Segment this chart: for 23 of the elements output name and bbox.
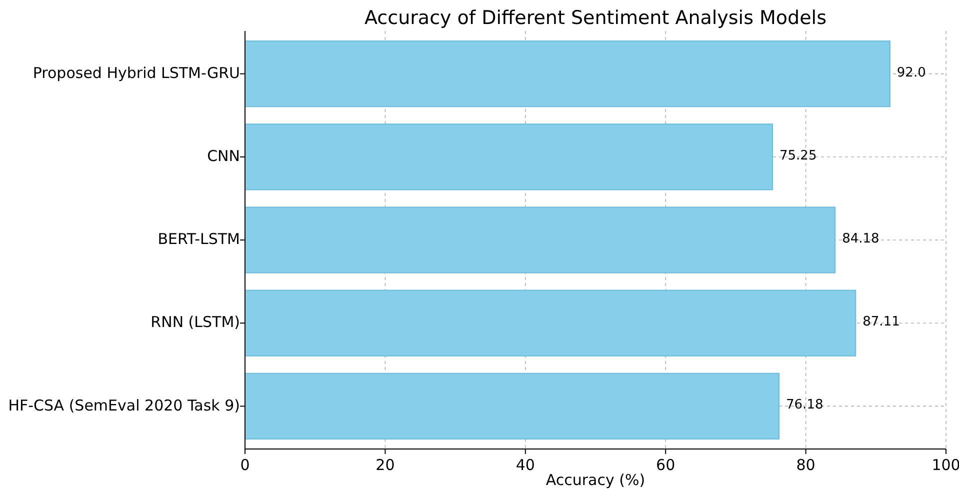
data-label: 92.0 xyxy=(896,65,926,80)
x-axis-title: Accuracy (%) xyxy=(546,471,646,489)
bar xyxy=(244,124,774,190)
x-tick-label: 80 xyxy=(796,456,816,474)
x-tick-label: 0 xyxy=(240,456,250,474)
data-label: 75.25 xyxy=(780,148,817,164)
x-tick-label: 20 xyxy=(376,456,395,474)
bar xyxy=(244,290,856,356)
y-tick-label: BERT-LSTM xyxy=(158,230,240,248)
bar xyxy=(244,40,890,108)
data-label: 84.18 xyxy=(842,232,880,247)
bar xyxy=(244,372,780,440)
x-tick-label: 100 xyxy=(932,456,959,474)
y-tick-label: RNN (LSTM) xyxy=(150,313,240,332)
bar xyxy=(244,206,836,274)
y-tick-label: HF-CSA (SemEval 2020 Task 9) xyxy=(8,396,240,414)
data-label: 76.18 xyxy=(786,398,824,413)
data-label: 87.11 xyxy=(862,314,900,330)
y-tick-label: CNN xyxy=(207,146,240,166)
chart-title: Accuracy of Different Sentiment Analysis Models xyxy=(364,7,826,29)
x-tick-label: 60 xyxy=(656,456,676,474)
x-tick-label: 40 xyxy=(516,456,535,474)
y-tick-label: Proposed Hybrid LSTM-GRU xyxy=(32,64,240,82)
